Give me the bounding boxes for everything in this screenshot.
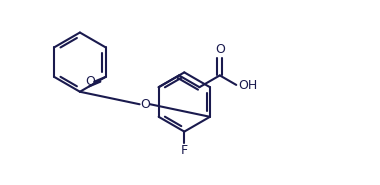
Text: F: F xyxy=(181,144,188,157)
Text: O: O xyxy=(85,75,95,88)
Text: OH: OH xyxy=(238,79,257,92)
Text: O: O xyxy=(215,43,225,56)
Text: O: O xyxy=(140,98,150,111)
